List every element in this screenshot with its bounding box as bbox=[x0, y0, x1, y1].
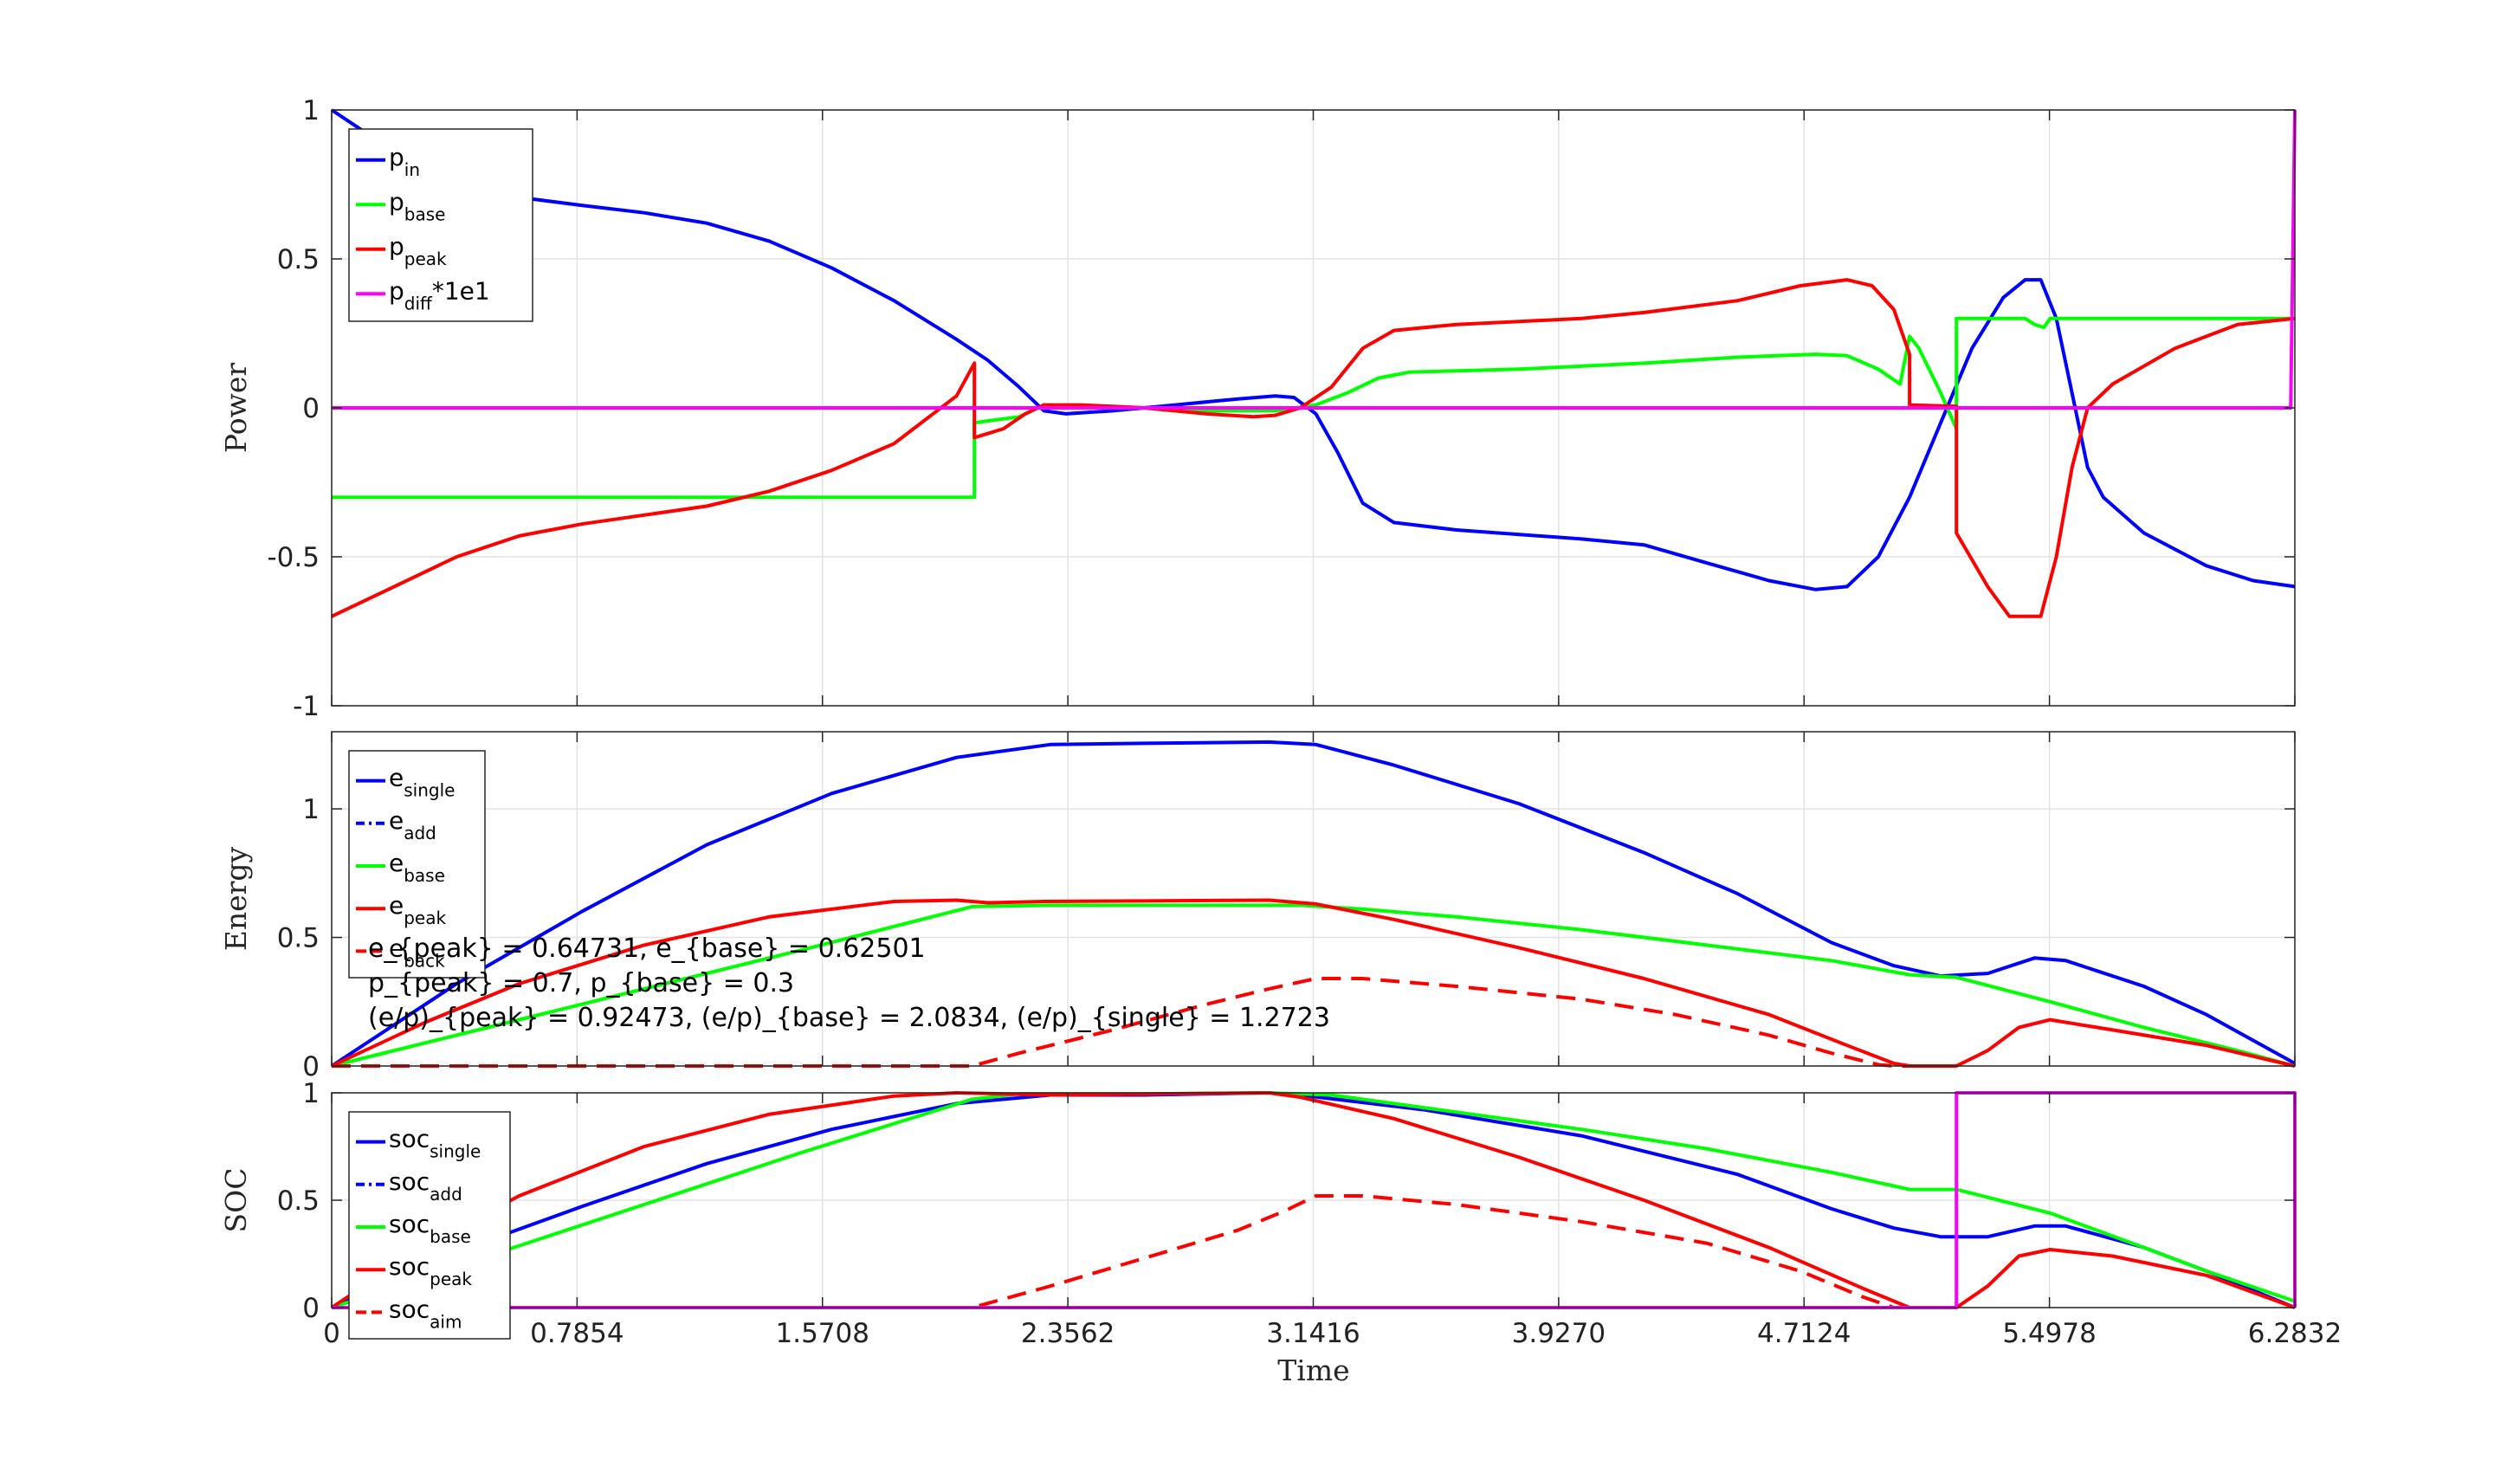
x-tick-label: 6.2832 bbox=[2248, 1318, 2342, 1349]
x-tick-label: 0 bbox=[323, 1318, 340, 1349]
y-axis-label: Energy bbox=[219, 846, 253, 951]
x-tick-label: 1.5708 bbox=[776, 1318, 869, 1349]
y-tick-label: 1 bbox=[302, 1078, 320, 1109]
series-line-p-peak bbox=[331, 278, 2296, 618]
y-tick-label: 1 bbox=[302, 794, 320, 825]
x-tick-label: 2.3562 bbox=[1021, 1318, 1115, 1349]
series-line-soc-peak bbox=[330, 1091, 2296, 1309]
series-line-soc-single bbox=[331, 1091, 2296, 1309]
series-line-e-single bbox=[330, 740, 2296, 1068]
y-tick-label: -0.5 bbox=[268, 542, 320, 573]
series-line-soc-aim bbox=[332, 1194, 1957, 1309]
series-group bbox=[330, 740, 2296, 1068]
annotation-line-2: p_{peak} = 0.7, p_{base} = 0.3 bbox=[368, 968, 794, 998]
x-tick-label: 4.7124 bbox=[1757, 1318, 1851, 1349]
y-tick-label: 0 bbox=[302, 1293, 320, 1324]
legend-box bbox=[348, 750, 486, 979]
y-tick-label: -1 bbox=[293, 691, 320, 722]
x-tick-label: 0.7854 bbox=[530, 1318, 624, 1349]
series-line-soc-base bbox=[331, 1091, 2296, 1309]
y-tick-label: 0 bbox=[302, 1051, 320, 1082]
y-tick-label: 0.5 bbox=[277, 1185, 320, 1217]
x-tick-label: 3.9270 bbox=[1512, 1318, 1606, 1349]
series-line-e-peak bbox=[331, 898, 2296, 1068]
x-axis-label: Time bbox=[1277, 1353, 1349, 1387]
y-axis-label: Power bbox=[219, 363, 253, 454]
y-tick-label: 0.5 bbox=[277, 923, 320, 954]
y-axis-label: SOC bbox=[219, 1168, 253, 1233]
annotation-line-3: (e/p)_{peak} = 0.92473, (e/p)_{base} = 2… bbox=[368, 1003, 1330, 1033]
y-tick-label: 0 bbox=[302, 393, 320, 424]
y-tick-label: 0.5 bbox=[277, 244, 320, 275]
series-line-p-in bbox=[330, 108, 2296, 591]
series-line-e-back bbox=[332, 977, 1957, 1068]
x-tick-label: 5.4978 bbox=[2002, 1318, 2096, 1349]
panel-soc: 0 0.5 1 0 0.7854 1.5708 2.3562 3.1416 3.9270 4.71… bbox=[219, 1078, 2342, 1349]
x-tick-label: 3.1416 bbox=[1266, 1318, 1360, 1349]
annotation-group: e_{peak} = 0.64731, e_{base} = 0.62501 p… bbox=[368, 933, 1330, 1033]
y-tick-label: 1 bbox=[302, 95, 320, 126]
series-line-e-base bbox=[331, 903, 2296, 1068]
annotation-line-1: e_{peak} = 0.64731, e_{base} = 0.62501 bbox=[368, 933, 926, 964]
